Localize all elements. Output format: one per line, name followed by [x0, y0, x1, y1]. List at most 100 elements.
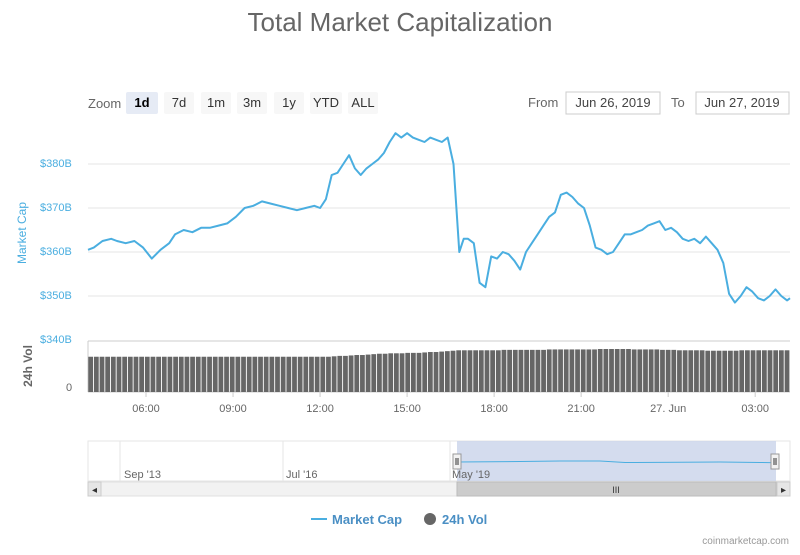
range-button-label: 7d: [172, 95, 186, 110]
volume-bar: [297, 356, 303, 392]
volume-bar: [739, 350, 745, 392]
navigator-label-may19: May '19: [452, 469, 490, 481]
scrollbar-thumb[interactable]: [456, 481, 777, 497]
volume-bar: [314, 356, 320, 392]
volume-bar: [116, 356, 122, 392]
navigator-selected-range[interactable]: [457, 441, 776, 481]
y-tick-label: $370B: [40, 202, 72, 214]
volume-bar: [99, 356, 105, 392]
legend-item-market-cap[interactable]: Market Cap: [311, 512, 402, 527]
range-button-all[interactable]: ALL: [348, 92, 378, 114]
scrollbar[interactable]: ◂ III ▸: [87, 481, 791, 497]
legend-label-market-cap: Market Cap: [332, 512, 402, 527]
volume-bar: [286, 356, 292, 392]
volume-bar: [371, 354, 377, 392]
volume-bar: [773, 350, 779, 392]
navigator-series-line: [456, 460, 777, 464]
volume-bar: [229, 356, 235, 392]
navigator-left-handle[interactable]: [452, 453, 462, 470]
volume-bar: [161, 356, 167, 392]
volume-bar: [309, 356, 314, 392]
volume-bar: [643, 349, 648, 392]
range-button-1m[interactable]: 1m: [201, 92, 231, 114]
volume-bar: [280, 356, 286, 392]
volume-bar: [110, 356, 116, 392]
volume-bar: [778, 350, 784, 392]
scrollbar-right-button[interactable]: [776, 481, 791, 497]
volume-bar: [552, 349, 558, 392]
volume-bar: [473, 350, 479, 392]
volume-bar: [235, 356, 241, 392]
volume-bars: [88, 349, 790, 392]
x-tick-label: 09:00: [219, 403, 247, 415]
volume-bar: [597, 349, 603, 392]
navigator-label-jul16: Jul '16: [286, 469, 317, 481]
legend-item-volume[interactable]: 24h Vol: [424, 512, 487, 527]
volume-bar: [705, 350, 711, 392]
y-tick-label: $340B: [40, 334, 72, 346]
volume-bar: [575, 349, 580, 392]
x-tick-label: 21:00: [567, 403, 595, 415]
volume-bar: [546, 349, 552, 392]
range-button-1y[interactable]: 1y: [274, 92, 304, 114]
navigator[interactable]: Sep '13 Jul '16 May '19: [87, 440, 791, 482]
range-button-ytd[interactable]: YTD: [310, 92, 342, 114]
volume-bar: [105, 356, 111, 392]
to-label: To: [671, 95, 685, 110]
range-button-7d[interactable]: 7d: [164, 92, 194, 114]
range-button-label: 1m: [207, 95, 225, 110]
volume-bar: [224, 356, 229, 392]
range-button-3m[interactable]: 3m: [237, 92, 267, 114]
to-date-input[interactable]: Jun 27, 2019: [695, 91, 790, 115]
credit-link[interactable]: coinmarketcap.com: [702, 536, 789, 547]
x-tick-label: 03:00: [741, 403, 769, 415]
from-label: From: [528, 95, 558, 110]
volume-bar: [201, 356, 207, 392]
x-tick-label: 15:00: [393, 403, 421, 415]
volume-bar: [326, 356, 331, 392]
volume-bar: [728, 350, 733, 392]
volume-bar: [716, 350, 722, 392]
volume-bar: [195, 356, 201, 392]
volume-bar: [178, 356, 184, 392]
volume-bar: [303, 356, 309, 392]
range-button-1d[interactable]: 1d: [126, 92, 158, 114]
volume-bar: [388, 353, 394, 392]
volume-bar: [467, 350, 473, 392]
from-date-value: Jun 26, 2019: [575, 95, 650, 110]
volume-bar: [541, 349, 546, 392]
x-tick-label: 06:00: [132, 403, 160, 415]
volume-bar: [671, 349, 677, 392]
volume-bar: [603, 349, 609, 392]
volume-bar: [331, 356, 337, 392]
volume-bar: [320, 356, 326, 392]
range-button-label: YTD: [313, 95, 339, 110]
volume-bar: [382, 353, 388, 392]
volume-bar: [694, 350, 699, 392]
volume-bar: [252, 356, 258, 392]
volume-axis-title: 24h Vol: [21, 345, 35, 387]
volume-bar: [750, 350, 756, 392]
volume-bar: [761, 350, 767, 392]
volume-bar: [444, 351, 450, 392]
volume-bar: [365, 354, 371, 392]
from-date-input[interactable]: Jun 26, 2019: [565, 91, 661, 115]
volume-bar: [784, 350, 790, 392]
volume-bar: [275, 356, 280, 392]
volume-bar: [218, 356, 224, 392]
volume-bar: [127, 356, 133, 392]
volume-bar: [207, 356, 212, 392]
volume-bar: [478, 350, 484, 392]
scrollbar-left-button[interactable]: [87, 481, 102, 497]
range-button-label: 1y: [282, 95, 296, 110]
y-tick-label: $360B: [40, 246, 72, 258]
navigator-right-handle[interactable]: [770, 453, 780, 470]
volume-bar: [569, 349, 575, 392]
volume-bar: [767, 350, 773, 392]
volume-bar: [699, 350, 705, 392]
volume-bar: [399, 353, 405, 392]
volume-bar: [654, 349, 660, 392]
volume-bar: [580, 349, 586, 392]
zoom-label: Zoom: [88, 96, 121, 111]
scrollbar-left-arrow-icon: ◂: [92, 485, 97, 496]
